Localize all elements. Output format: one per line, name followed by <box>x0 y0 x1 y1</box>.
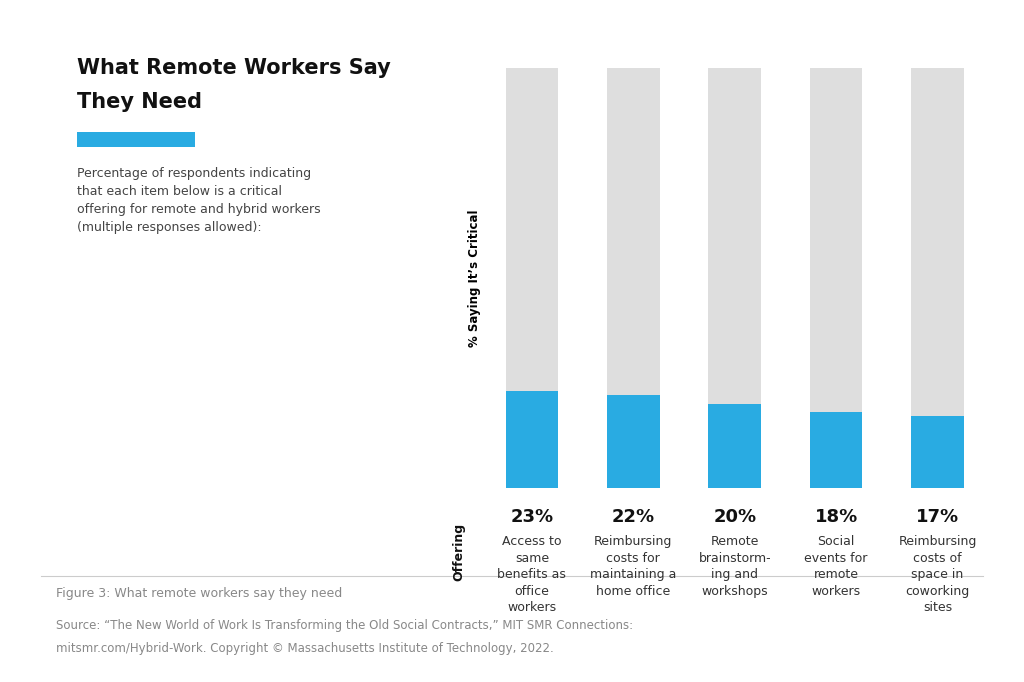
Bar <box>911 68 964 488</box>
Text: Reimbursing
costs for
maintaining a
home office: Reimbursing costs for maintaining a home… <box>590 535 677 598</box>
Text: They Need: They Need <box>77 92 202 112</box>
Text: Percentage of respondents indicating
that each item below is a critical
offering: Percentage of respondents indicating tha… <box>77 167 321 234</box>
Text: 18%: 18% <box>814 508 858 526</box>
Bar <box>911 416 964 488</box>
Text: 22%: 22% <box>611 508 655 526</box>
Bar <box>709 404 761 488</box>
Bar <box>506 391 558 488</box>
Y-axis label: % Saying It’s Critical: % Saying It’s Critical <box>468 209 481 346</box>
Text: Figure 3: What remote workers say they need: Figure 3: What remote workers say they n… <box>56 587 343 599</box>
Bar <box>709 68 761 488</box>
Text: Access to
same
benefits as
office
workers: Access to same benefits as office worker… <box>498 535 566 614</box>
Text: Remote
brainstorm-
ing and
workshops: Remote brainstorm- ing and workshops <box>698 535 771 598</box>
Text: What Remote Workers Say: What Remote Workers Say <box>77 58 390 78</box>
Text: 20%: 20% <box>713 508 757 526</box>
Bar <box>506 68 558 488</box>
Text: mitsmr.com/Hybrid-Work. Copyright © Massachusetts Institute of Technology, 2022.: mitsmr.com/Hybrid-Work. Copyright © Mass… <box>56 642 554 655</box>
Text: Social
events for
remote
workers: Social events for remote workers <box>805 535 867 598</box>
Bar <box>607 396 659 488</box>
Bar <box>607 68 659 488</box>
Bar <box>810 68 862 488</box>
Text: Offering: Offering <box>453 523 465 582</box>
Text: Source: “The New World of Work Is Transforming the Old Social Contracts,” MIT SM: Source: “The New World of Work Is Transf… <box>56 619 634 632</box>
Text: 23%: 23% <box>510 508 554 526</box>
Bar <box>810 412 862 488</box>
Text: 17%: 17% <box>915 508 959 526</box>
Text: Reimbursing
costs of
space in
coworking
sites: Reimbursing costs of space in coworking … <box>898 535 977 614</box>
